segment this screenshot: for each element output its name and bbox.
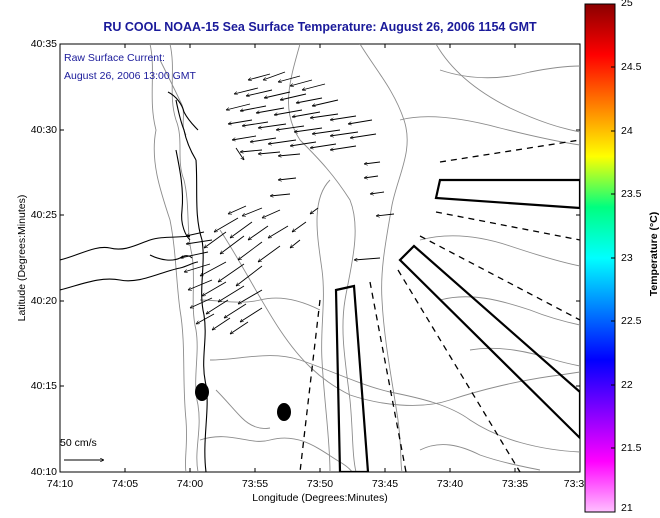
colorbar-tick-label: 24 (621, 125, 633, 137)
y-tick-label: 40:20 (30, 295, 57, 307)
scale-arrow-label: 50 cm/s (60, 437, 97, 449)
x-tick-label: 73:50 (306, 478, 334, 490)
axis-ticks (59, 43, 580, 473)
x-axis-label: Longitude (Degrees:Minutes) (252, 492, 388, 504)
y-tick-label: 40:15 (30, 380, 57, 392)
buoy-marker (277, 403, 291, 421)
x-tick-label: 74:05 (111, 478, 139, 490)
colorbar-tick-label: 23.5 (621, 188, 642, 200)
x-tick-label: 74:10 (46, 478, 74, 490)
radar-footprints (334, 178, 580, 472)
bathymetry-contours (149, 44, 580, 472)
colorbar-tick-label: 23 (621, 252, 633, 264)
y-tick-label: 40:10 (30, 466, 57, 478)
colorbar-tick-label: 21.5 (621, 442, 642, 454)
colorbar-tick-label: 21 (621, 502, 633, 514)
current-legend-line1: Raw Surface Current: (64, 52, 165, 64)
colorbar-tick-label: 22 (621, 379, 633, 391)
colorbar-label: Temperature (°C) (648, 211, 660, 297)
x-tick-label: 74:00 (176, 478, 204, 490)
x-tick-label: 73:35 (501, 478, 529, 490)
x-tick-label: 73:55 (241, 478, 269, 490)
colorbar-tick-label: 24.5 (621, 61, 642, 73)
colorbar-tick-label: 25 (621, 0, 633, 9)
y-tick-label: 40:25 (30, 209, 57, 221)
surface-current-vectors (180, 71, 395, 335)
current-legend-line2: August 26, 2006 13:00 GMT (64, 70, 196, 82)
y-tick-label: 40:35 (30, 38, 57, 50)
colorbar-tick-label: 22.5 (621, 315, 642, 327)
y-tick-label: 40:30 (30, 124, 57, 136)
colorbar-ticks (611, 66, 615, 449)
buoy-marker (195, 383, 209, 401)
y-axis-label: Latitude (Degrees:Minutes) (16, 194, 28, 322)
colorbar (584, 3, 616, 513)
x-tick-label: 73:40 (436, 478, 464, 490)
x-tick-label: 73:3 (563, 478, 585, 490)
map-title: RU COOL NOAA-15 Sea Surface Temperature:… (103, 20, 537, 34)
radar-beam-lines (299, 139, 580, 472)
x-tick-label: 73:45 (371, 478, 399, 490)
